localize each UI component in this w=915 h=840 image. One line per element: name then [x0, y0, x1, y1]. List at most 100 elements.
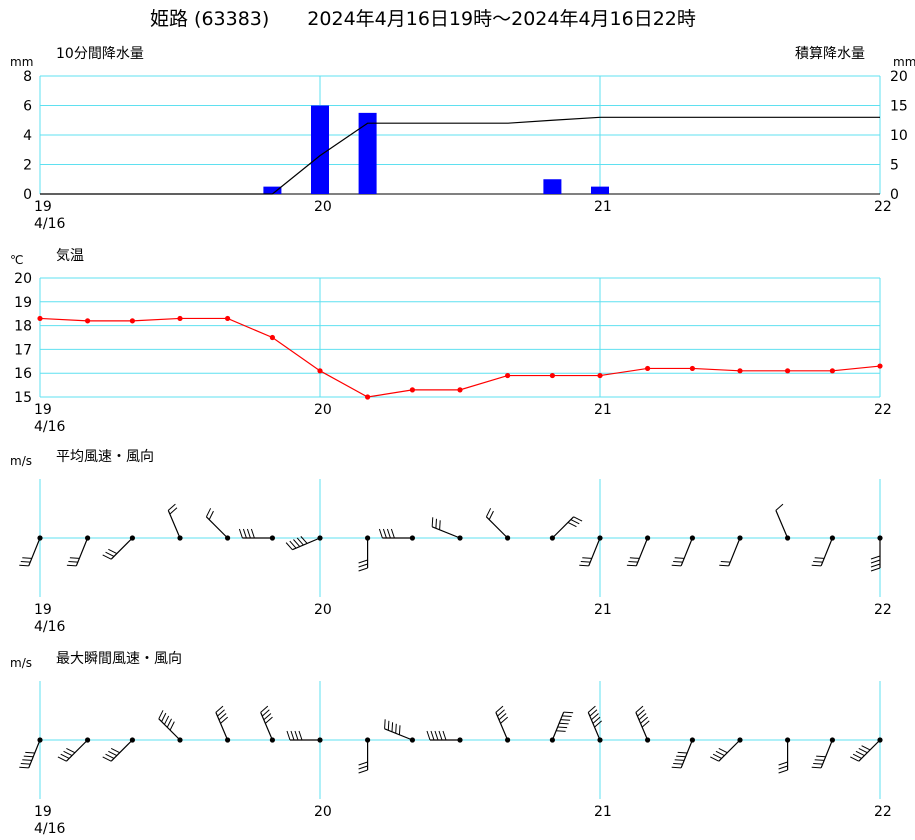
wind-barb [549, 516, 583, 541]
panel-3 [19, 479, 883, 597]
barb-shaft [551, 516, 575, 539]
y-tick-label-right: 20 [890, 69, 908, 85]
y-tick-label: 16 [14, 366, 32, 382]
y-tick-label: 8 [23, 69, 32, 85]
panel-2 [37, 277, 883, 400]
temperature-point [785, 368, 791, 374]
barb-feather [637, 709, 645, 717]
barb-feather [358, 567, 368, 572]
barb-feather [398, 725, 401, 735]
barb-shaft [635, 537, 649, 567]
barb-feather [567, 521, 577, 528]
barb-feather [169, 721, 175, 731]
barb-feather [66, 748, 76, 754]
page-title: 姫路 (63383) 2024年4月16日19時～2024年4月16日22時 [150, 8, 696, 30]
barb-feather [430, 730, 435, 741]
barb-feather [778, 761, 788, 766]
wind-barb [626, 535, 651, 567]
wind-barb [378, 528, 415, 541]
x-tick-label: 20 [314, 804, 332, 820]
barb-feather [587, 705, 596, 713]
precip-bar [263, 186, 282, 194]
barb-feather [438, 730, 443, 741]
barb-feather [814, 557, 825, 559]
barb-feather [488, 510, 494, 520]
barb-feather [108, 750, 118, 757]
barb-feather [719, 564, 729, 567]
barb-station-dot [689, 535, 696, 541]
barb-shaft [635, 712, 649, 741]
barb-feather [108, 548, 118, 555]
barb-feather [169, 507, 178, 515]
barb-station-dot [177, 737, 183, 743]
barb-feather [495, 705, 504, 713]
barb-feather [870, 559, 881, 564]
barb-feather [215, 705, 224, 713]
wind-barb [811, 535, 836, 567]
barb-station-dot [457, 535, 463, 541]
temperature-point [737, 368, 743, 374]
barb-feather [562, 715, 572, 717]
x-tick-label: 22 [874, 602, 892, 618]
temperature-point [37, 315, 43, 322]
wind-barb [778, 737, 791, 774]
barb-feather [20, 763, 31, 765]
barb-station-dot [177, 535, 183, 541]
x-tick-label: 22 [874, 199, 892, 215]
barb-feather [220, 716, 229, 724]
barb-feather [497, 709, 505, 717]
barb-feather [166, 718, 172, 728]
barb-shaft [110, 739, 133, 762]
wind-barb [205, 508, 231, 541]
barb-feather [358, 563, 368, 568]
barb-feather [218, 713, 227, 721]
barb-feather [167, 503, 176, 511]
barb-feather [19, 564, 29, 567]
barb-feather [105, 753, 115, 759]
panel-title: 気温 [56, 248, 84, 264]
barb-feather [285, 542, 293, 551]
barb-station-dot [129, 535, 135, 541]
x-date-label: 4/16 [34, 619, 66, 635]
barb-feather [390, 528, 395, 539]
x-tick-label: 20 [314, 402, 332, 418]
barb-shaft [485, 516, 509, 539]
y-tick-label: 19 [14, 295, 32, 311]
barb-feather [435, 518, 437, 529]
right-axis-title: 積算降水量 [795, 46, 865, 62]
barb-shaft [820, 739, 833, 769]
barb-shaft [551, 711, 565, 741]
barb-feather [674, 557, 685, 559]
barb-feather [296, 537, 304, 546]
barb-shaft [718, 739, 741, 762]
temperature-point [829, 368, 836, 374]
wind-barb [57, 737, 91, 762]
barb-feather [559, 722, 569, 725]
barb-station-dot [85, 535, 91, 541]
barb-feather [60, 753, 70, 759]
x-date-label: 4/16 [34, 821, 66, 837]
barb-station-dot [505, 535, 511, 541]
barb-station-dot [549, 737, 556, 743]
wind-barb [431, 517, 463, 541]
wind-barb [66, 535, 91, 567]
barb-feather [300, 536, 308, 544]
temperature-point [129, 318, 135, 324]
wind-barb [495, 705, 511, 743]
barb-feather [638, 713, 647, 721]
barb-feather [715, 750, 725, 757]
barb-feather [358, 559, 368, 564]
wind-barb [358, 737, 371, 774]
barb-feather [628, 561, 638, 563]
x-tick-label: 19 [34, 402, 52, 418]
barb-feather [870, 555, 881, 560]
barb-shaft [28, 537, 41, 567]
x-tick-label: 21 [594, 602, 612, 618]
x-tick-label: 19 [34, 602, 52, 618]
y-unit-left: ℃ [10, 253, 23, 267]
barb-station-dot [409, 737, 415, 743]
wind-barb [167, 503, 183, 541]
temperature-point [549, 372, 556, 379]
barb-feather [382, 528, 387, 539]
barb-shaft [167, 510, 181, 539]
